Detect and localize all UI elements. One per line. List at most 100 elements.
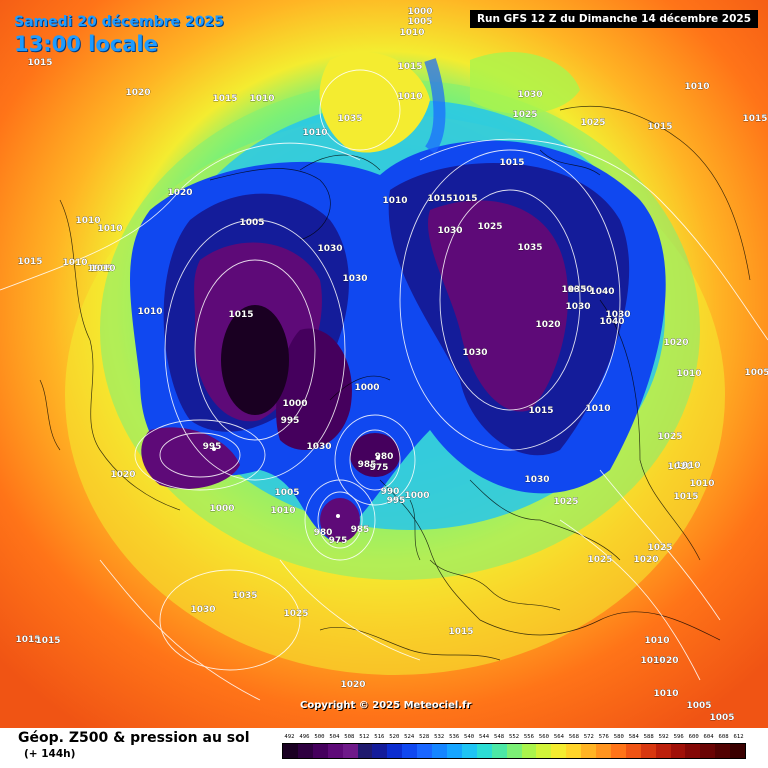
forecast-date: Samedi 20 décembre 2025 — [14, 14, 224, 30]
low-center-marker — [336, 514, 340, 518]
isobar-label: 1005 — [274, 488, 299, 498]
scale-swatch — [521, 744, 537, 758]
isobar-label: 1015 — [452, 194, 477, 204]
scale-label: 500 — [314, 734, 325, 740]
isobar-label: 1005 — [686, 701, 711, 711]
isobar-label: 995 — [387, 496, 406, 506]
isobar-label: 1030 — [462, 348, 487, 358]
isobar-label: 1010 — [399, 28, 424, 38]
isobar-label: 1010 — [137, 307, 162, 317]
isobar-label: 1010 — [640, 656, 665, 666]
isobar-label: 1035 — [561, 285, 586, 295]
isobar-label: 1015 — [528, 406, 553, 416]
scale-swatch — [670, 744, 686, 758]
isobar-label: 1010 — [397, 92, 422, 102]
scale-swatch — [536, 744, 552, 758]
isobar-label: 1015 — [35, 636, 60, 646]
isobar-label: 1000 — [282, 399, 307, 409]
isobar-label: 1015 — [499, 158, 524, 168]
isobar-label: 975 — [329, 536, 348, 546]
isobar-label: 975 — [370, 463, 389, 473]
scale-label: 492 — [284, 734, 295, 740]
isobar-label: 1005 — [709, 713, 734, 723]
isobar-label: 1035 — [337, 114, 362, 124]
isobar-label: 1015 — [228, 310, 253, 320]
scale-swatch — [640, 744, 656, 758]
scale-label: 596 — [673, 734, 684, 740]
isobar-label: 1035 — [517, 243, 542, 253]
scale-swatch — [506, 744, 522, 758]
isobar-label: 1030 — [565, 302, 590, 312]
copyright-notice: Copyright © 2025 Meteociel.fr — [300, 700, 472, 711]
scale-label: 608 — [718, 734, 729, 740]
low-center-marker — [212, 447, 216, 451]
scale-label: 536 — [449, 734, 460, 740]
scale-label: 520 — [389, 734, 400, 740]
isobar-label: 1020 — [110, 470, 135, 480]
scale-label: 508 — [344, 734, 355, 740]
isobar-label: 1015 — [647, 122, 672, 132]
scale-label: 504 — [329, 734, 340, 740]
scale-swatch — [446, 744, 462, 758]
scale-swatch — [491, 744, 507, 758]
isobar-label: 1030 — [605, 310, 630, 320]
isobar-label: 995 — [281, 416, 300, 426]
isobar-label: 1035 — [232, 591, 257, 601]
isobar-label: 1005 — [744, 368, 768, 378]
isobar-label: 1025 — [657, 432, 682, 442]
isobar-label: 1005 — [239, 218, 264, 228]
isobar-label: 1010 — [585, 404, 610, 414]
isobar-label: 1030 — [190, 605, 215, 615]
isobar-label: 1010 — [90, 264, 115, 274]
scale-swatch — [581, 744, 597, 758]
isobar-label: 1010 — [249, 94, 274, 104]
scale-swatch — [685, 744, 701, 758]
isobar-label: 1015 — [15, 635, 40, 645]
scale-label: 572 — [583, 734, 594, 740]
scale-swatch — [596, 744, 611, 758]
isobar-label: 1010 — [676, 369, 701, 379]
isobar-label: 1015 — [673, 492, 698, 502]
isobar-label: 1030 — [437, 226, 462, 236]
scale-label: 552 — [508, 734, 520, 740]
isobar-label: 1030 — [306, 442, 331, 452]
isobar-label: 1020 — [125, 88, 150, 98]
scale-label: 588 — [643, 734, 654, 740]
isobar-label: 1015 — [397, 62, 422, 72]
isobar-label: 1020 — [340, 680, 365, 690]
isobar-label: 1025 — [477, 222, 502, 232]
scale-label: 544 — [479, 734, 490, 740]
scale-label: 532 — [434, 734, 445, 740]
isobar-label: 1010 — [644, 636, 669, 646]
low-center-marker — [376, 456, 380, 460]
scale-label: 604 — [703, 734, 714, 740]
scale-label: 496 — [299, 734, 310, 740]
isobar-label: 1025 — [580, 118, 605, 128]
isobar-label: 1025 — [587, 555, 612, 565]
isobar-label: 980 — [314, 528, 333, 538]
isobar-label: 1000 — [354, 383, 379, 393]
pressure-centers — [212, 447, 380, 518]
isobar-label: 1000 — [209, 504, 234, 514]
isobar-label: 1020 — [633, 555, 658, 565]
scale-label: 512 — [359, 734, 370, 740]
isobar-label: 1025 — [647, 543, 672, 553]
forecast-time: 13:00 locale — [14, 32, 158, 56]
scale-swatch — [297, 744, 313, 758]
isobar-label: 990 — [381, 487, 400, 497]
isobar-label: 1015 — [448, 627, 473, 637]
legend-title: Géop. Z500 & pression au sol — [18, 730, 250, 746]
isobar-label: 1010 — [689, 479, 714, 489]
scale-label: 564 — [553, 734, 564, 740]
isobar-label: 1020 — [663, 338, 688, 348]
scale-swatch — [312, 744, 328, 758]
scale-label: 524 — [404, 734, 415, 740]
isobar-label: 980 — [375, 452, 394, 462]
isobar-label: 1030 — [342, 274, 367, 284]
isobar-label: 1040 — [589, 287, 614, 297]
isobar-label: 1030 — [567, 285, 592, 295]
isobar-label: 1010 — [75, 216, 100, 226]
model-run-banner: Run GFS 12 Z du Dimanche 14 décembre 202… — [470, 10, 758, 28]
scale-swatch — [417, 744, 433, 758]
